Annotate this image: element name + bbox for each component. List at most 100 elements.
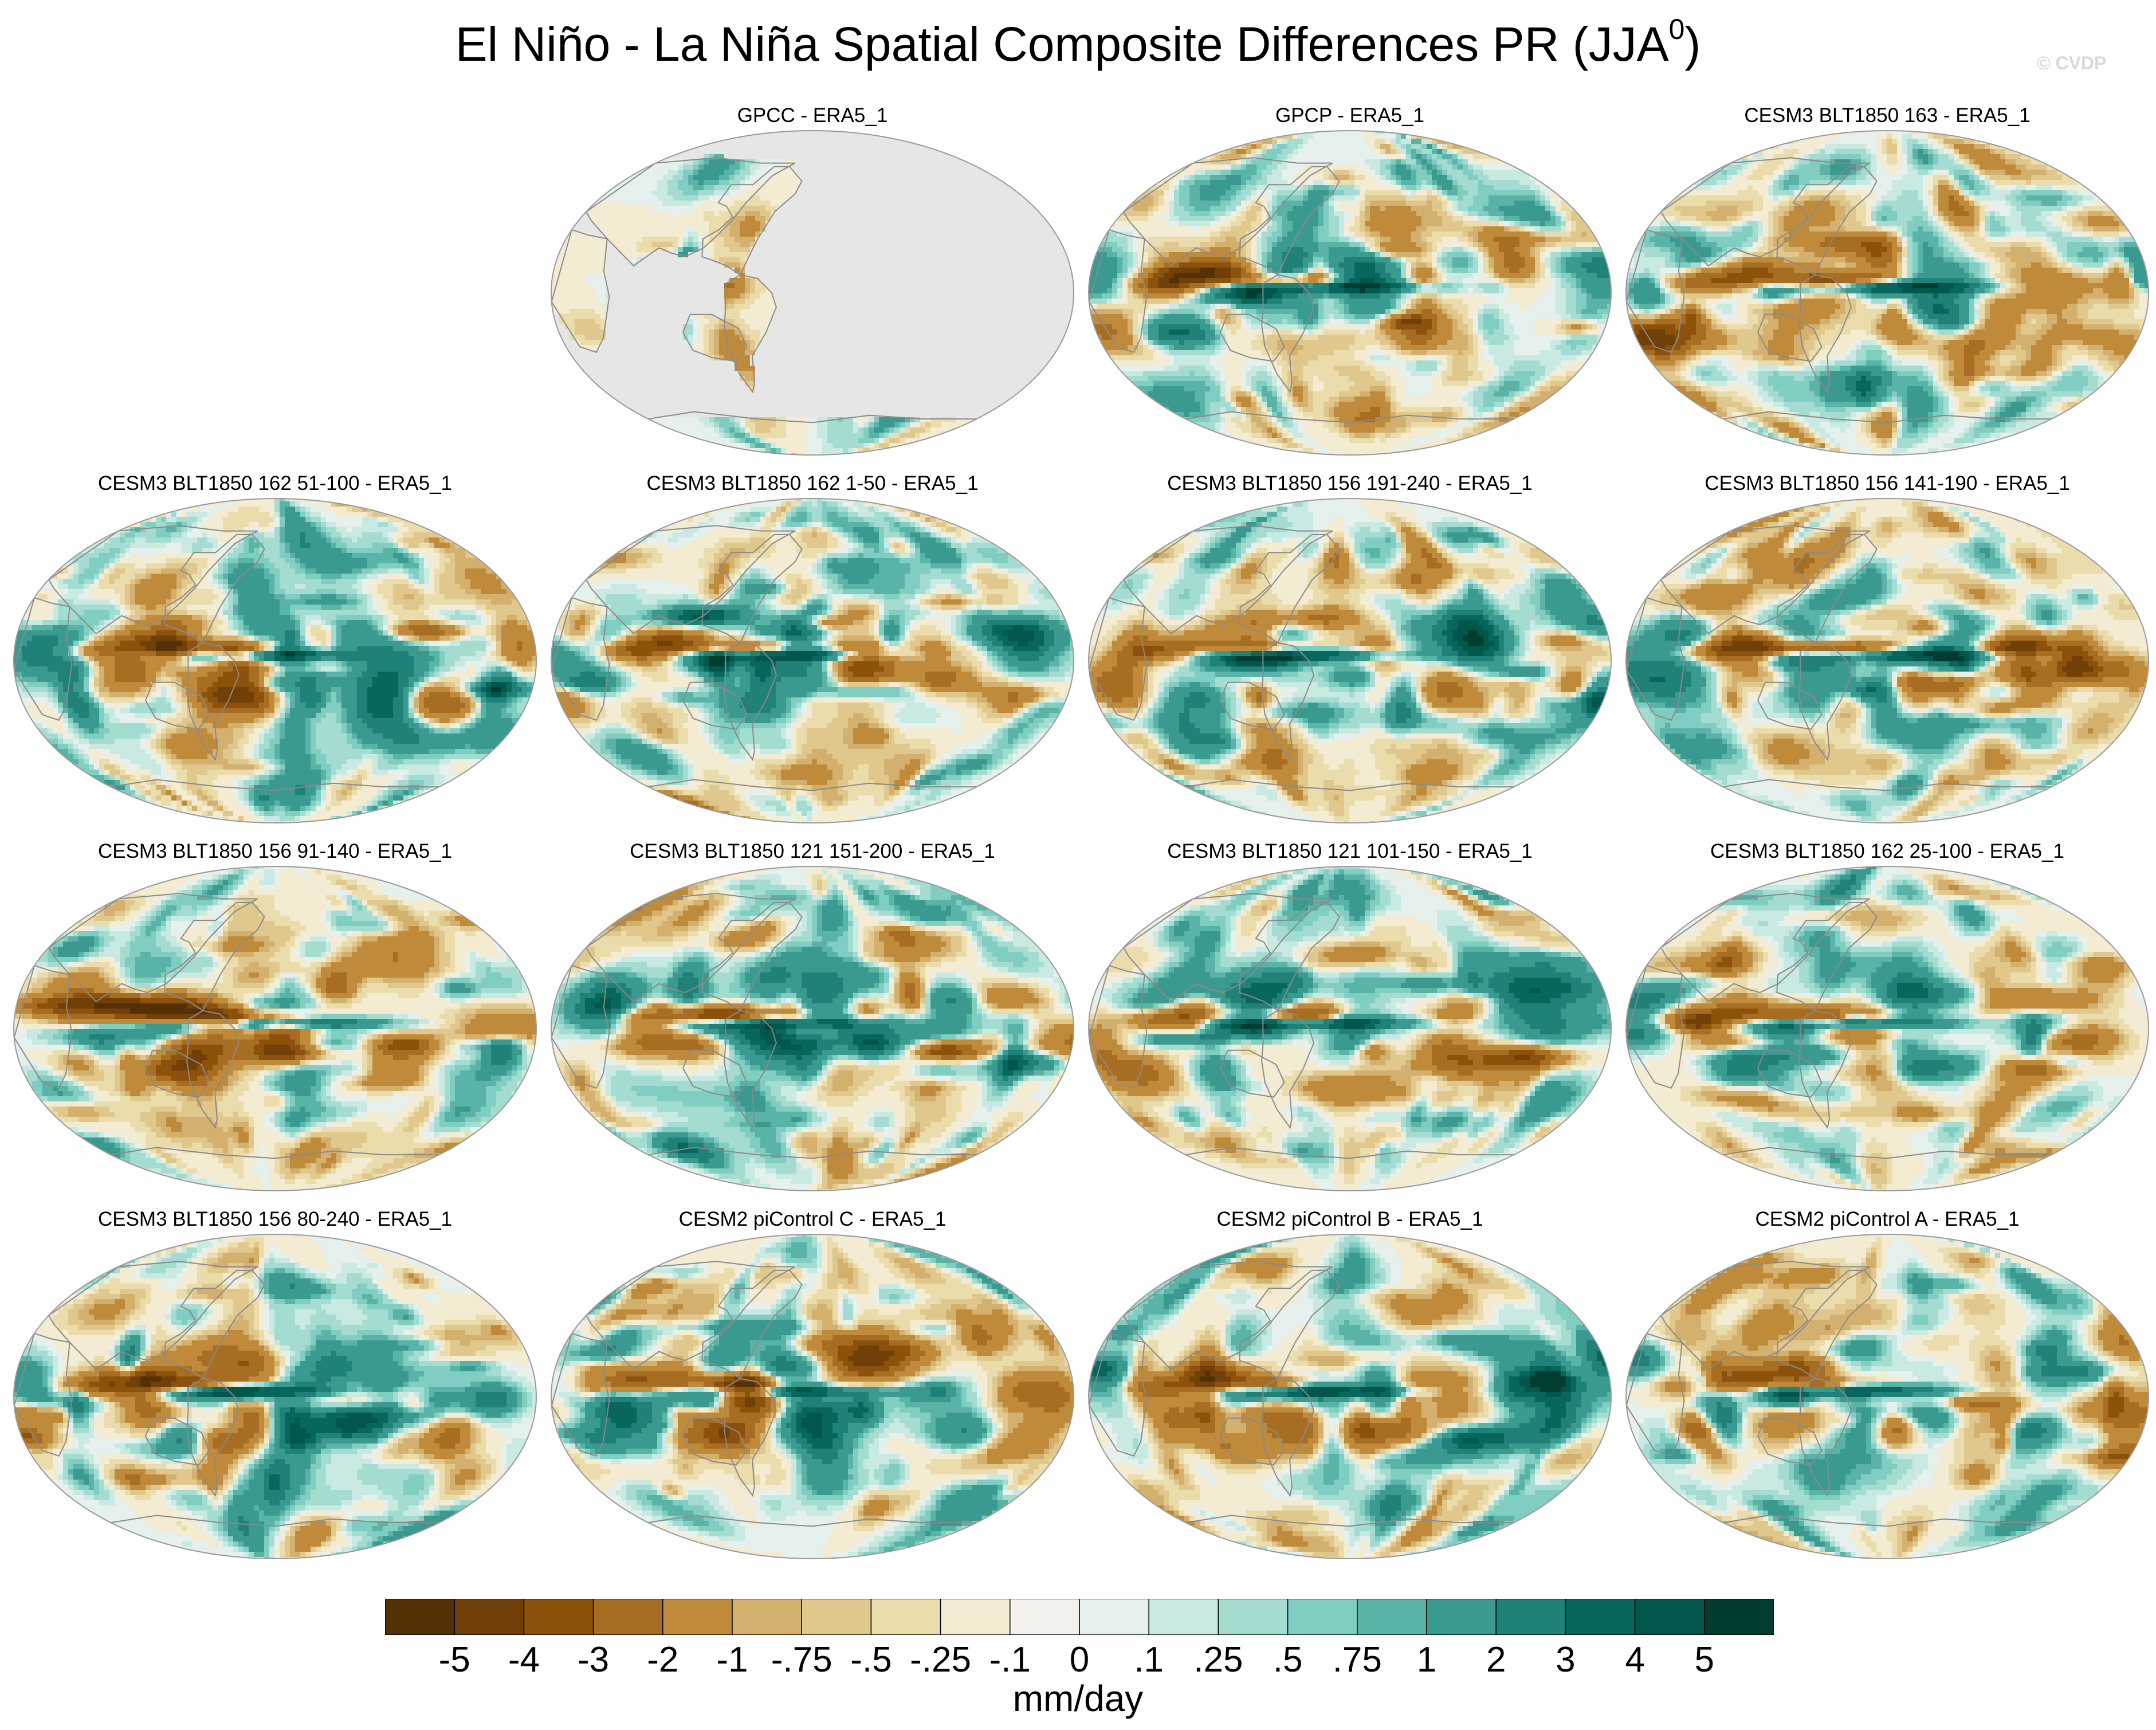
world-map — [551, 130, 1074, 456]
coastline — [144, 681, 210, 730]
coastline — [1757, 681, 1823, 730]
colorbar-swatch — [801, 1599, 872, 1635]
coastline — [1122, 157, 1333, 267]
colorbar-swatch — [1287, 1599, 1358, 1635]
precip-field — [1089, 499, 1611, 823]
colorbar-swatch — [592, 1599, 663, 1635]
coastline — [144, 1417, 210, 1466]
coastline — [1626, 597, 1685, 721]
coastline — [164, 901, 265, 1012]
coastline — [1185, 411, 1514, 423]
coastline — [144, 1049, 210, 1098]
coastline — [648, 1515, 977, 1527]
coastline — [14, 597, 73, 721]
colorbar-tick-label: -4 — [508, 1640, 540, 1680]
coastline — [701, 901, 803, 1012]
coastline — [724, 1378, 777, 1497]
colorbar-tick-label: -.1 — [989, 1640, 1031, 1680]
coastline — [186, 642, 239, 762]
coastline — [1776, 1269, 1878, 1380]
map-border — [551, 866, 1074, 1191]
world-map — [1088, 866, 1612, 1191]
precip-field — [1626, 131, 2149, 455]
coastline — [585, 893, 796, 1003]
figure-title-superscript: 0 — [1668, 13, 1685, 45]
precip-field — [1626, 1234, 2149, 1559]
coastline — [1723, 779, 2052, 791]
map-panel: CESM3 BLT1850 156 80-240 - ERA5_1 — [11, 1207, 539, 1561]
map-panel: CESM3 BLT1850 162 51-100 - ERA5_1 — [11, 471, 539, 825]
coastline — [1776, 166, 1878, 276]
map-panel: CESM3 BLT1850 162 25-100 - ERA5_1 — [1624, 839, 2151, 1193]
colorbar-swatch — [454, 1599, 525, 1635]
figure-title-close: ) — [1684, 17, 1701, 71]
coastline — [1723, 1515, 2052, 1527]
panel-title: CESM3 BLT1850 156 80-240 - ERA5_1 — [97, 1208, 453, 1230]
coastline — [1239, 901, 1340, 1012]
world-map — [551, 866, 1074, 1191]
map-border — [551, 1234, 1074, 1559]
precip-field — [1089, 131, 1611, 455]
world-map — [551, 1234, 1074, 1559]
panel-title: CESM2 piControl B - ERA5_1 — [1216, 1208, 1483, 1230]
precip-field — [14, 1234, 536, 1559]
map-panel: CESM3 BLT1850 156 91-140 - ERA5_1 — [11, 839, 539, 1193]
colorbar-tick-label: .25 — [1193, 1640, 1243, 1680]
coastline — [724, 274, 777, 394]
panel-title: CESM3 BLT1850 121 101-150 - ERA5_1 — [1167, 840, 1533, 862]
coastline — [1185, 779, 1514, 791]
coastline — [1757, 313, 1823, 362]
colorbar-swatch — [1079, 1599, 1149, 1635]
panel-title: GPCP - ERA5_1 — [1275, 104, 1425, 127]
coastline — [551, 229, 610, 354]
world-map — [13, 498, 537, 823]
world-map — [1625, 130, 2149, 456]
map-border — [551, 130, 1074, 456]
coastline — [1122, 893, 1333, 1003]
figure-title-text: El Niño - La Niña Spatial Composite Diff… — [455, 17, 1669, 71]
world-map — [13, 1234, 537, 1559]
world-map — [1088, 498, 1612, 823]
map-panel: CESM2 piControl C - ERA5_1 — [549, 1207, 1076, 1561]
coastline — [186, 1010, 239, 1129]
coastline — [1261, 1378, 1314, 1497]
coastline — [164, 1269, 265, 1380]
colorbar-tick-label: 0 — [1069, 1640, 1090, 1680]
world-map — [551, 498, 1074, 823]
colorbar-swatch — [1010, 1599, 1080, 1635]
coastline — [14, 1332, 73, 1457]
coastline — [48, 893, 258, 1003]
colorbar-tick-label: -.25 — [910, 1640, 972, 1680]
map-border — [1625, 866, 2149, 1191]
coastline — [585, 1261, 796, 1371]
precip-field — [14, 499, 536, 823]
coastline — [1798, 1010, 1852, 1129]
panel-title: CESM3 BLT1850 156 191-240 - ERA5_1 — [1167, 472, 1533, 495]
coastline — [1185, 1515, 1514, 1527]
world-map — [1625, 1234, 2149, 1559]
coastline — [682, 1417, 748, 1466]
coastline — [1219, 313, 1285, 362]
colorbar-tick-label: -.5 — [850, 1640, 892, 1680]
coastline — [111, 1515, 439, 1527]
cvdp-watermark: © CVDP — [2037, 53, 2107, 73]
coastline — [1798, 642, 1852, 762]
precip-field — [551, 866, 1074, 1191]
world-map — [1088, 1234, 1612, 1559]
coastline — [1261, 1010, 1314, 1129]
colorbar-tick-label: 1 — [1416, 1640, 1437, 1680]
map-panel: GPCC - ERA5_1 — [549, 103, 1076, 457]
map-border — [13, 866, 537, 1191]
colorbar-tick-label: .1 — [1134, 1640, 1164, 1680]
map-panel: CESM3 BLT1850 156 191-240 - ERA5_1 — [1086, 471, 1613, 825]
world-map — [13, 866, 537, 1191]
coastline — [1660, 525, 1871, 635]
coastline — [1626, 229, 1685, 354]
coastline — [1122, 1261, 1333, 1371]
colorbar-tick-label: 3 — [1556, 1640, 1576, 1680]
world-map — [1088, 130, 1612, 456]
coastline — [585, 157, 796, 267]
map-panel: CESM3 BLT1850 121 101-150 - ERA5_1 — [1086, 839, 1613, 1193]
coastline — [111, 1147, 439, 1159]
map-panel: CESM3 BLT1850 163 - ERA5_1 — [1624, 103, 2151, 457]
